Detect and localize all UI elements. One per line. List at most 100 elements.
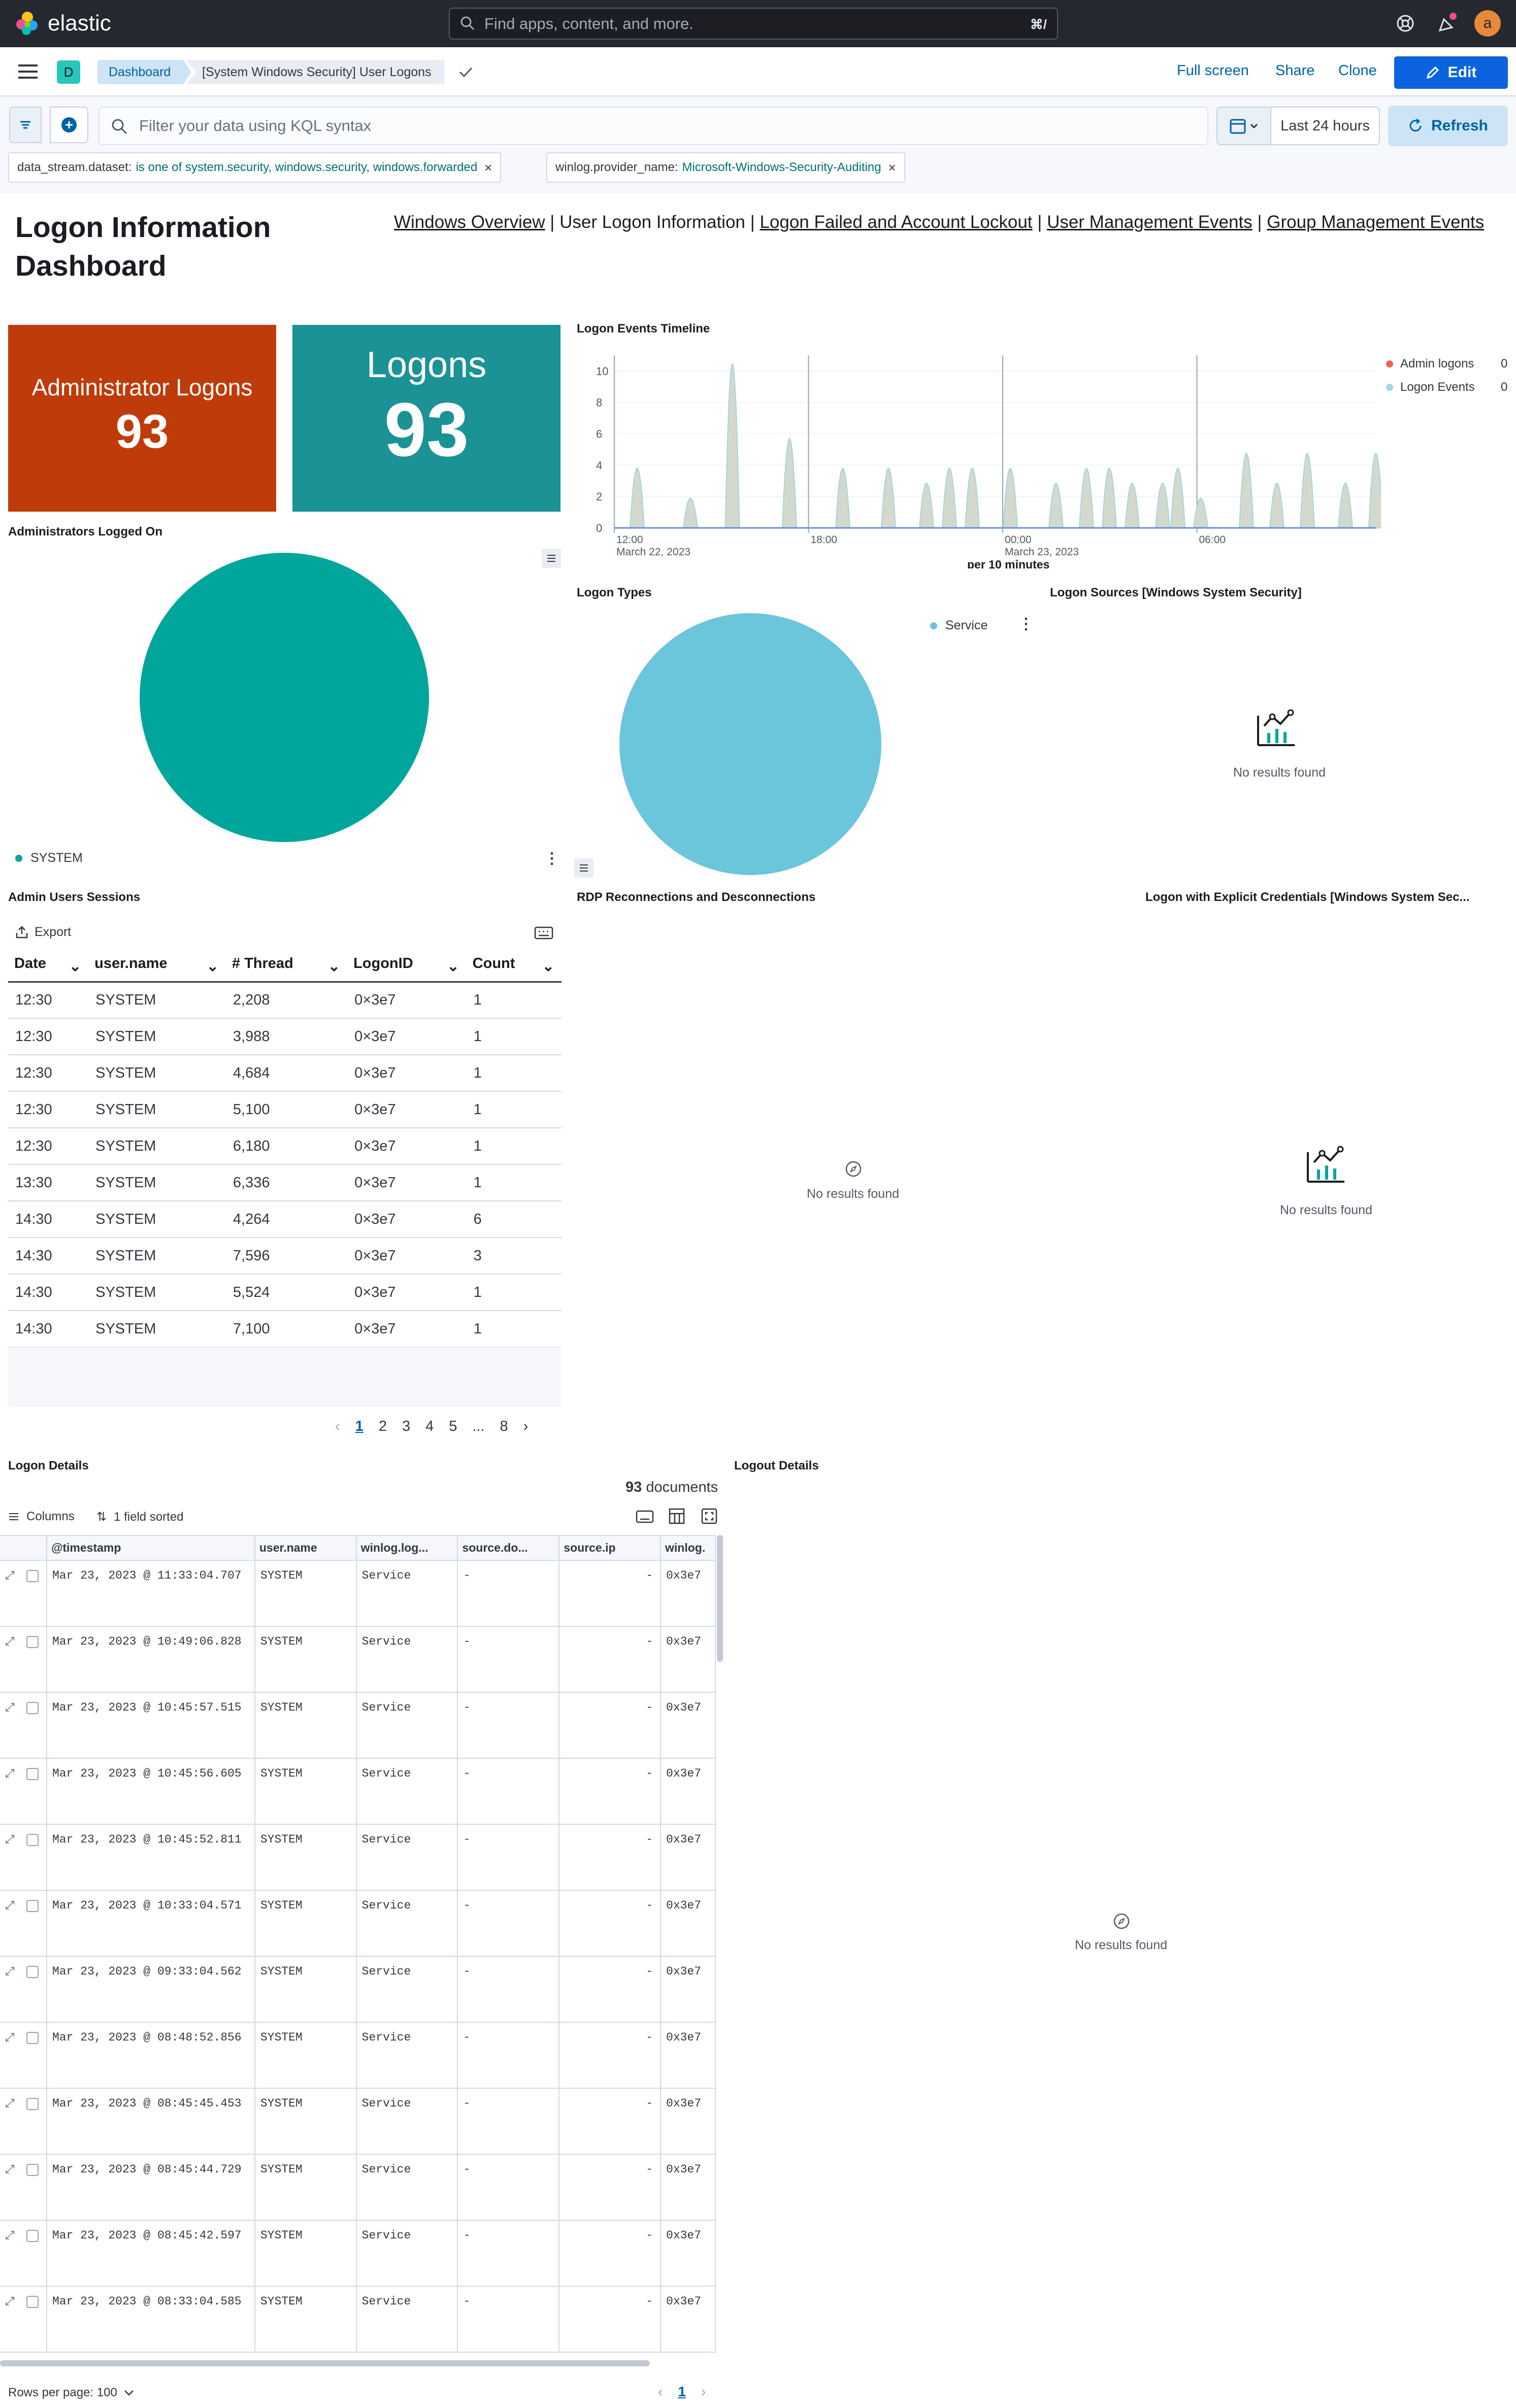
fullscreen-icon[interactable]: [701, 1508, 718, 1525]
newsfeed-icon[interactable]: [1435, 11, 1459, 36]
pager-prev-icon[interactable]: ‹: [658, 2384, 663, 2399]
kql-search-input[interactable]: Filter your data using KQL syntax: [98, 107, 1208, 145]
pager-page[interactable]: 8: [500, 1418, 508, 1434]
pager-page[interactable]: 1: [355, 1418, 364, 1434]
remove-filter-icon[interactable]: ×: [888, 159, 896, 175]
logon-types-pie-chart[interactable]: [618, 612, 882, 876]
expand-row-icon[interactable]: ⤢: [5, 1569, 15, 1582]
menu-icon[interactable]: [18, 63, 38, 80]
grid-column-header[interactable]: winlog.log...: [356, 1536, 458, 1561]
chevron-down-icon[interactable]: ⌄: [206, 958, 219, 975]
columns-button[interactable]: Columns: [8, 1510, 75, 1524]
chevron-down-icon[interactable]: ⌄: [69, 958, 82, 975]
pager-page[interactable]: 5: [449, 1418, 457, 1434]
expand-row-icon[interactable]: ⤢: [5, 2163, 15, 2176]
remove-filter-icon[interactable]: ×: [484, 159, 492, 175]
admins-pie-chart[interactable]: [138, 551, 431, 844]
row-select-checkbox[interactable]: [26, 2163, 39, 2176]
expand-row-icon[interactable]: ⤢: [5, 1635, 15, 1648]
rows-per-page-select[interactable]: Rows per page: 100: [8, 2386, 135, 2400]
export-button[interactable]: Export: [15, 925, 71, 940]
help-icon[interactable]: [1393, 11, 1418, 36]
logon-types-legend[interactable]: Service: [930, 618, 987, 633]
expand-row-icon[interactable]: ⤢: [5, 2229, 15, 2242]
row-select-checkbox[interactable]: [26, 2031, 39, 2044]
link-user-management[interactable]: User Management Events: [1047, 212, 1253, 232]
pager-next-icon[interactable]: ›: [523, 1418, 529, 1434]
pie-slice-service[interactable]: [619, 613, 881, 875]
row-select-checkbox[interactable]: [26, 2295, 39, 2308]
sort-button[interactable]: ⇅ 1 field sorted: [96, 1510, 184, 1524]
filter-menu-button[interactable]: [9, 107, 42, 143]
full-screen-link[interactable]: Full screen: [1177, 62, 1249, 79]
grid-column-header[interactable]: winlog.: [661, 1536, 716, 1561]
chevron-down-icon[interactable]: ⌄: [327, 958, 341, 975]
expand-row-icon[interactable]: ⤢: [5, 2295, 15, 2308]
row-select-checkbox[interactable]: [26, 1569, 39, 1582]
grid-vertical-scrollbar[interactable]: [717, 1535, 723, 1662]
link-windows-overview[interactable]: Windows Overview: [394, 212, 545, 232]
expand-row-icon[interactable]: ⤢: [5, 1965, 15, 1978]
chevron-down-icon[interactable]: ⌄: [542, 958, 554, 975]
row-select-checkbox[interactable]: [26, 1833, 39, 1846]
grid-column-header[interactable]: @timestamp: [46, 1536, 255, 1561]
pager-page[interactable]: 3: [402, 1418, 411, 1434]
quick-date-button[interactable]: [1216, 107, 1271, 145]
grid-column-header[interactable]: user.name: [254, 1536, 357, 1561]
space-avatar[interactable]: D: [57, 60, 80, 84]
elastic-logo[interactable]: elastic: [15, 8, 111, 39]
edit-button[interactable]: Edit: [1394, 56, 1508, 89]
legend-toggle-icon[interactable]: [541, 548, 562, 568]
row-select-checkbox[interactable]: [26, 1899, 39, 1912]
legend-item-logon-events[interactable]: Logon Events 0: [1386, 376, 1507, 399]
column-header[interactable]: user.name ⌄: [88, 949, 226, 983]
filter-pill-dataset[interactable]: data_stream.dataset: is one of system.se…: [8, 152, 502, 183]
filter-pill-provider[interactable]: winlog.provider_name: Microsoft-Windows-…: [546, 152, 905, 183]
expand-row-icon[interactable]: ⤢: [5, 2031, 15, 2044]
grid-column-header[interactable]: source.ip: [559, 1536, 662, 1561]
row-select-checkbox[interactable]: [26, 1701, 39, 1714]
link-logon-failed[interactable]: Logon Failed and Account Lockout: [760, 212, 1033, 232]
pager-page[interactable]: 2: [378, 1418, 387, 1434]
pager-page[interactable]: 4: [425, 1418, 434, 1434]
clone-link[interactable]: Clone: [1338, 62, 1377, 79]
row-select-checkbox[interactable]: [26, 1635, 39, 1648]
row-select-checkbox[interactable]: [26, 2229, 39, 2242]
refresh-button[interactable]: Refresh: [1388, 106, 1508, 146]
row-select-checkbox[interactable]: [26, 1965, 39, 1978]
expand-row-icon[interactable]: ⤢: [5, 1767, 15, 1780]
row-select-checkbox[interactable]: [26, 2097, 39, 2110]
keyboard-icon[interactable]: [636, 1510, 654, 1524]
pager-next-icon[interactable]: ›: [701, 2384, 706, 2399]
global-search-input[interactable]: Find apps, content, and more. ⌘/: [449, 8, 1058, 40]
pager-page[interactable]: 1: [678, 2384, 686, 2399]
column-header[interactable]: Date ⌄: [8, 949, 89, 983]
expand-row-icon[interactable]: ⤢: [5, 1701, 15, 1714]
expand-row-icon[interactable]: ⤢: [5, 2097, 15, 2110]
chevron-down-icon[interactable]: ⌄: [447, 958, 459, 975]
legend-toggle-icon[interactable]: [574, 858, 594, 878]
add-filter-button[interactable]: [50, 107, 88, 143]
expand-row-icon[interactable]: ⤢: [5, 1833, 15, 1846]
panel-options-icon[interactable]: ⋮: [544, 850, 559, 867]
row-select-checkbox[interactable]: [26, 1767, 39, 1780]
pager-prev-icon[interactable]: ‹: [335, 1418, 340, 1434]
column-header[interactable]: # Thread ⌄: [225, 949, 348, 983]
pie-slice-system[interactable]: [140, 553, 429, 842]
table-density-icon[interactable]: [668, 1508, 685, 1525]
panel-options-icon[interactable]: ⋮: [1018, 616, 1034, 632]
date-range-display[interactable]: Last 24 hours: [1271, 107, 1380, 145]
column-header[interactable]: LogonID ⌄: [347, 949, 467, 983]
user-avatar[interactable]: a: [1474, 10, 1501, 37]
admins-pie-legend[interactable]: SYSTEM: [15, 851, 83, 865]
grid-column-header[interactable]: source.do...: [457, 1536, 560, 1561]
share-link[interactable]: Share: [1275, 62, 1315, 79]
column-header[interactable]: Count ⌄: [466, 949, 562, 983]
expand-row-icon[interactable]: ⤢: [5, 1899, 15, 1912]
grid-horizontal-scrollbar[interactable]: [0, 2360, 650, 2366]
breadcrumb-dashboard[interactable]: Dashboard: [97, 60, 191, 84]
legend-item-admin[interactable]: Admin logons 0: [1386, 352, 1507, 376]
link-group-management[interactable]: Group Management Events: [1267, 212, 1485, 232]
keyboard-icon[interactable]: [534, 926, 553, 940]
